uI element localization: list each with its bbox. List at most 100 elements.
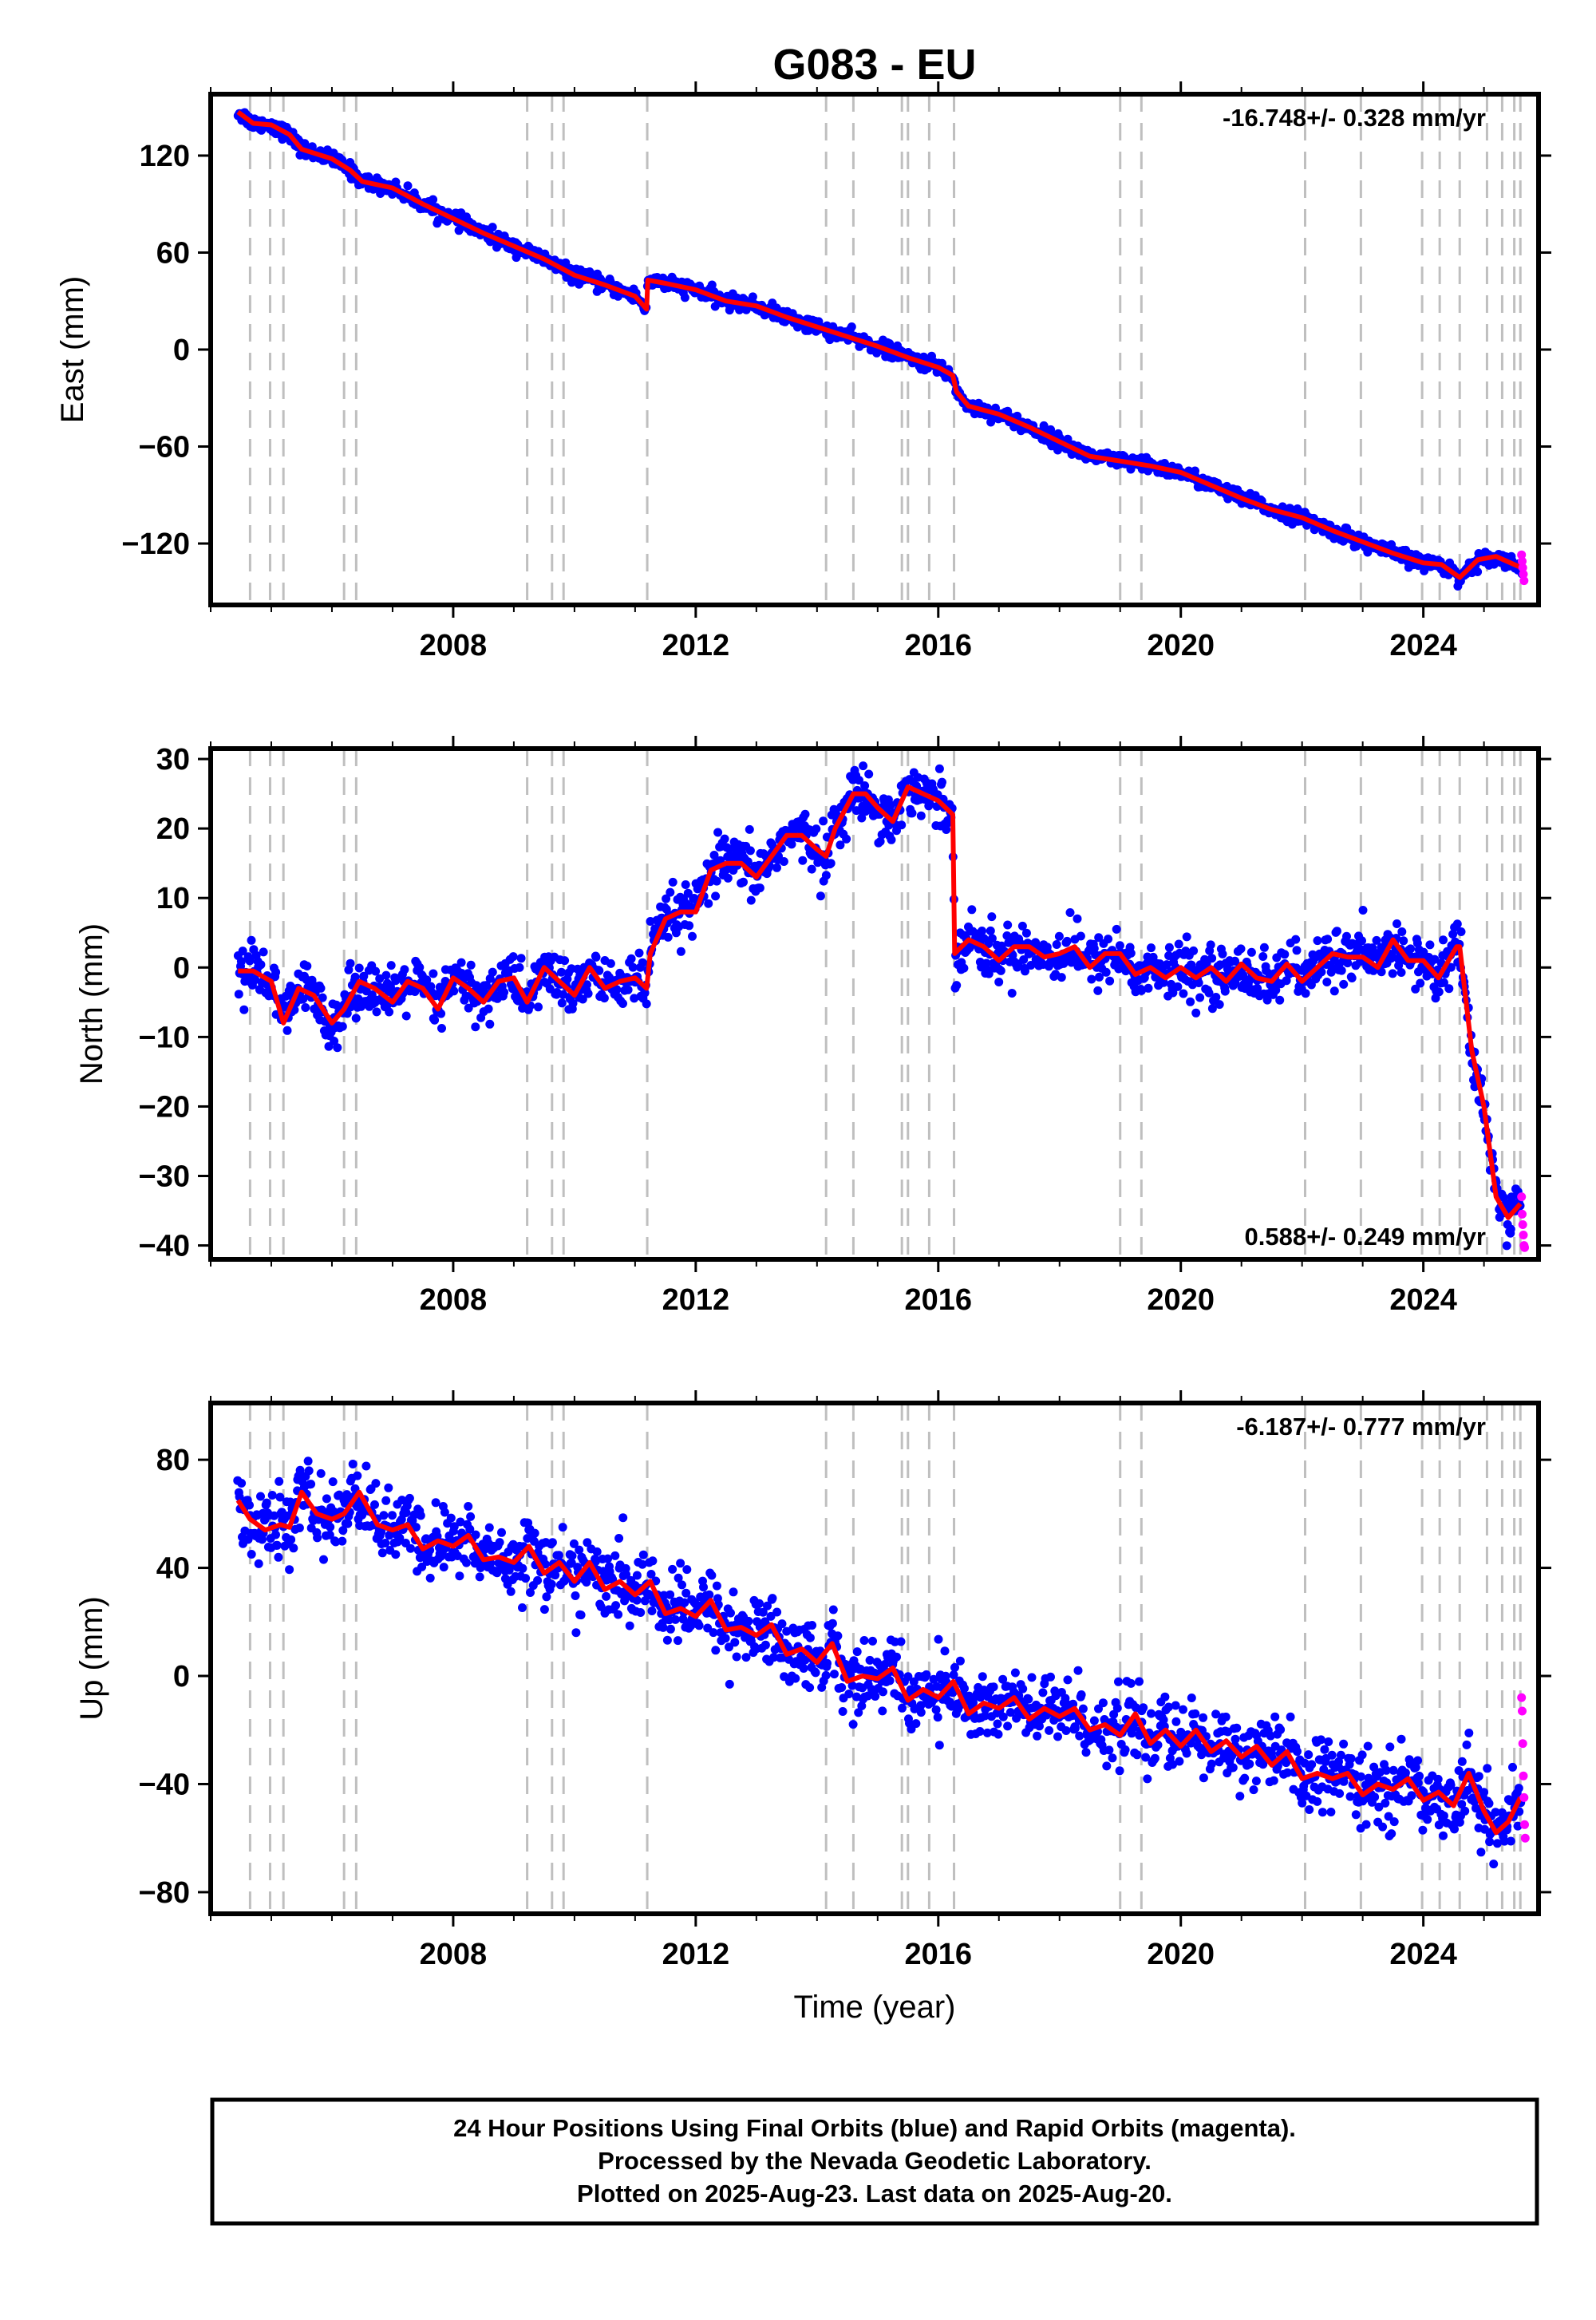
north-rate-label: 0.588+/- 0.249 mm/yr <box>1245 1223 1486 1251</box>
up-final-point <box>379 1511 389 1520</box>
up-final-point <box>411 1523 421 1532</box>
up-rapid-point <box>1520 1820 1529 1829</box>
north-final-point <box>1218 949 1227 958</box>
up-final-point <box>1139 1703 1148 1713</box>
north-final-point <box>351 1014 361 1023</box>
north-final-point <box>1168 988 1178 998</box>
up-final-point <box>1286 1712 1295 1721</box>
up-final-point <box>446 1513 456 1523</box>
north-final-point <box>464 1003 473 1013</box>
up-final-point <box>1320 1745 1329 1754</box>
up-final-point <box>1514 1784 1523 1793</box>
up-final-point <box>274 1552 283 1562</box>
east-final-point <box>680 293 689 302</box>
north-final-point <box>1275 995 1285 1005</box>
up-final-point <box>1232 1723 1242 1733</box>
north-final-point <box>1358 906 1368 915</box>
up-final-point <box>1120 1745 1130 1754</box>
up-final-point <box>475 1572 484 1582</box>
north-final-point <box>798 856 808 865</box>
up-final-point <box>828 1618 837 1628</box>
north-final-point <box>723 873 733 883</box>
up-final-point <box>1446 1781 1456 1790</box>
up-final-point <box>712 1581 721 1591</box>
up-ytick-label: 0 <box>173 1660 190 1694</box>
north-final-point <box>1393 919 1401 928</box>
up-final-point <box>1400 1768 1410 1777</box>
north-final-point <box>1121 966 1131 976</box>
up-final-point <box>326 1522 335 1532</box>
north-final-point <box>1017 921 1027 931</box>
up-final-point <box>699 1583 708 1592</box>
north-final-point <box>1207 1004 1217 1014</box>
up-final-point <box>547 1579 556 1589</box>
up-final-point <box>622 1570 631 1579</box>
up-final-point <box>632 1571 642 1580</box>
up-final-point <box>772 1607 782 1617</box>
up-final-point <box>1476 1848 1486 1857</box>
north-final-point <box>381 970 391 980</box>
up-final-point <box>262 1498 271 1508</box>
north-final-point <box>819 816 828 826</box>
up-final-point <box>922 1670 931 1679</box>
up-final-point <box>1356 1772 1365 1781</box>
up-final-point <box>285 1565 294 1575</box>
north-final-point <box>779 857 788 866</box>
up-final-point <box>1199 1773 1208 1783</box>
east-rapid-point <box>1519 576 1529 586</box>
east-final-point <box>403 181 413 191</box>
north-final-point <box>1342 931 1351 941</box>
north-final-point <box>437 1009 446 1018</box>
north-final-point <box>1062 936 1072 946</box>
north-final-point <box>618 999 627 1008</box>
up-final-point <box>275 1492 285 1502</box>
north-final-point <box>628 962 638 972</box>
up-final-point <box>880 1659 890 1669</box>
up-model <box>235 1489 1523 1836</box>
east-rapid-point <box>1517 550 1527 559</box>
north-final-point <box>626 954 636 963</box>
up-final-point <box>319 1555 328 1564</box>
up-final-point <box>1024 1694 1033 1704</box>
up-final-point <box>1464 1729 1474 1737</box>
north-final-point <box>485 1019 495 1029</box>
up-final-point <box>1112 1703 1122 1713</box>
up-final-point <box>294 1524 304 1532</box>
east-xtick-label: 2016 <box>905 629 973 662</box>
north-final-point <box>1425 940 1435 950</box>
north-final-point <box>1388 969 1397 978</box>
up-final-point <box>1182 1749 1191 1758</box>
up-final-point <box>497 1528 506 1537</box>
up-final-point <box>1018 1684 1028 1694</box>
north-final-point <box>1439 978 1448 987</box>
up-final-point <box>1143 1774 1152 1784</box>
east-xtick-label: 2008 <box>420 629 488 662</box>
up-final-point <box>539 1605 549 1615</box>
up-final-point <box>1457 1800 1467 1809</box>
north-ytick-label: −40 <box>139 1230 190 1263</box>
up-final-point <box>371 1479 381 1488</box>
north-final-point <box>583 989 593 998</box>
up-final-point <box>1339 1739 1349 1749</box>
north-final-point <box>386 961 396 970</box>
north-final-point <box>372 1007 381 1017</box>
up-final-point <box>440 1508 449 1517</box>
north-final-point <box>1301 989 1310 998</box>
up-final-point <box>1077 1690 1086 1699</box>
up-final-point <box>903 1672 913 1682</box>
north-final-point <box>662 894 671 903</box>
up-final-point <box>567 1551 577 1560</box>
east-ylabel: East (mm) <box>55 276 90 423</box>
north-final-point <box>1054 931 1064 941</box>
up-final-point <box>322 1494 331 1504</box>
up-final-point <box>611 1601 621 1611</box>
up-final-point <box>998 1674 1008 1684</box>
north-final-point <box>646 917 655 926</box>
up-final-point <box>1063 1675 1073 1685</box>
up-final-point <box>439 1563 448 1572</box>
up-final-point <box>1317 1808 1327 1817</box>
up-final-point <box>237 1479 247 1488</box>
up-final-point <box>521 1574 531 1583</box>
east-ytick-label: −120 <box>121 528 190 561</box>
